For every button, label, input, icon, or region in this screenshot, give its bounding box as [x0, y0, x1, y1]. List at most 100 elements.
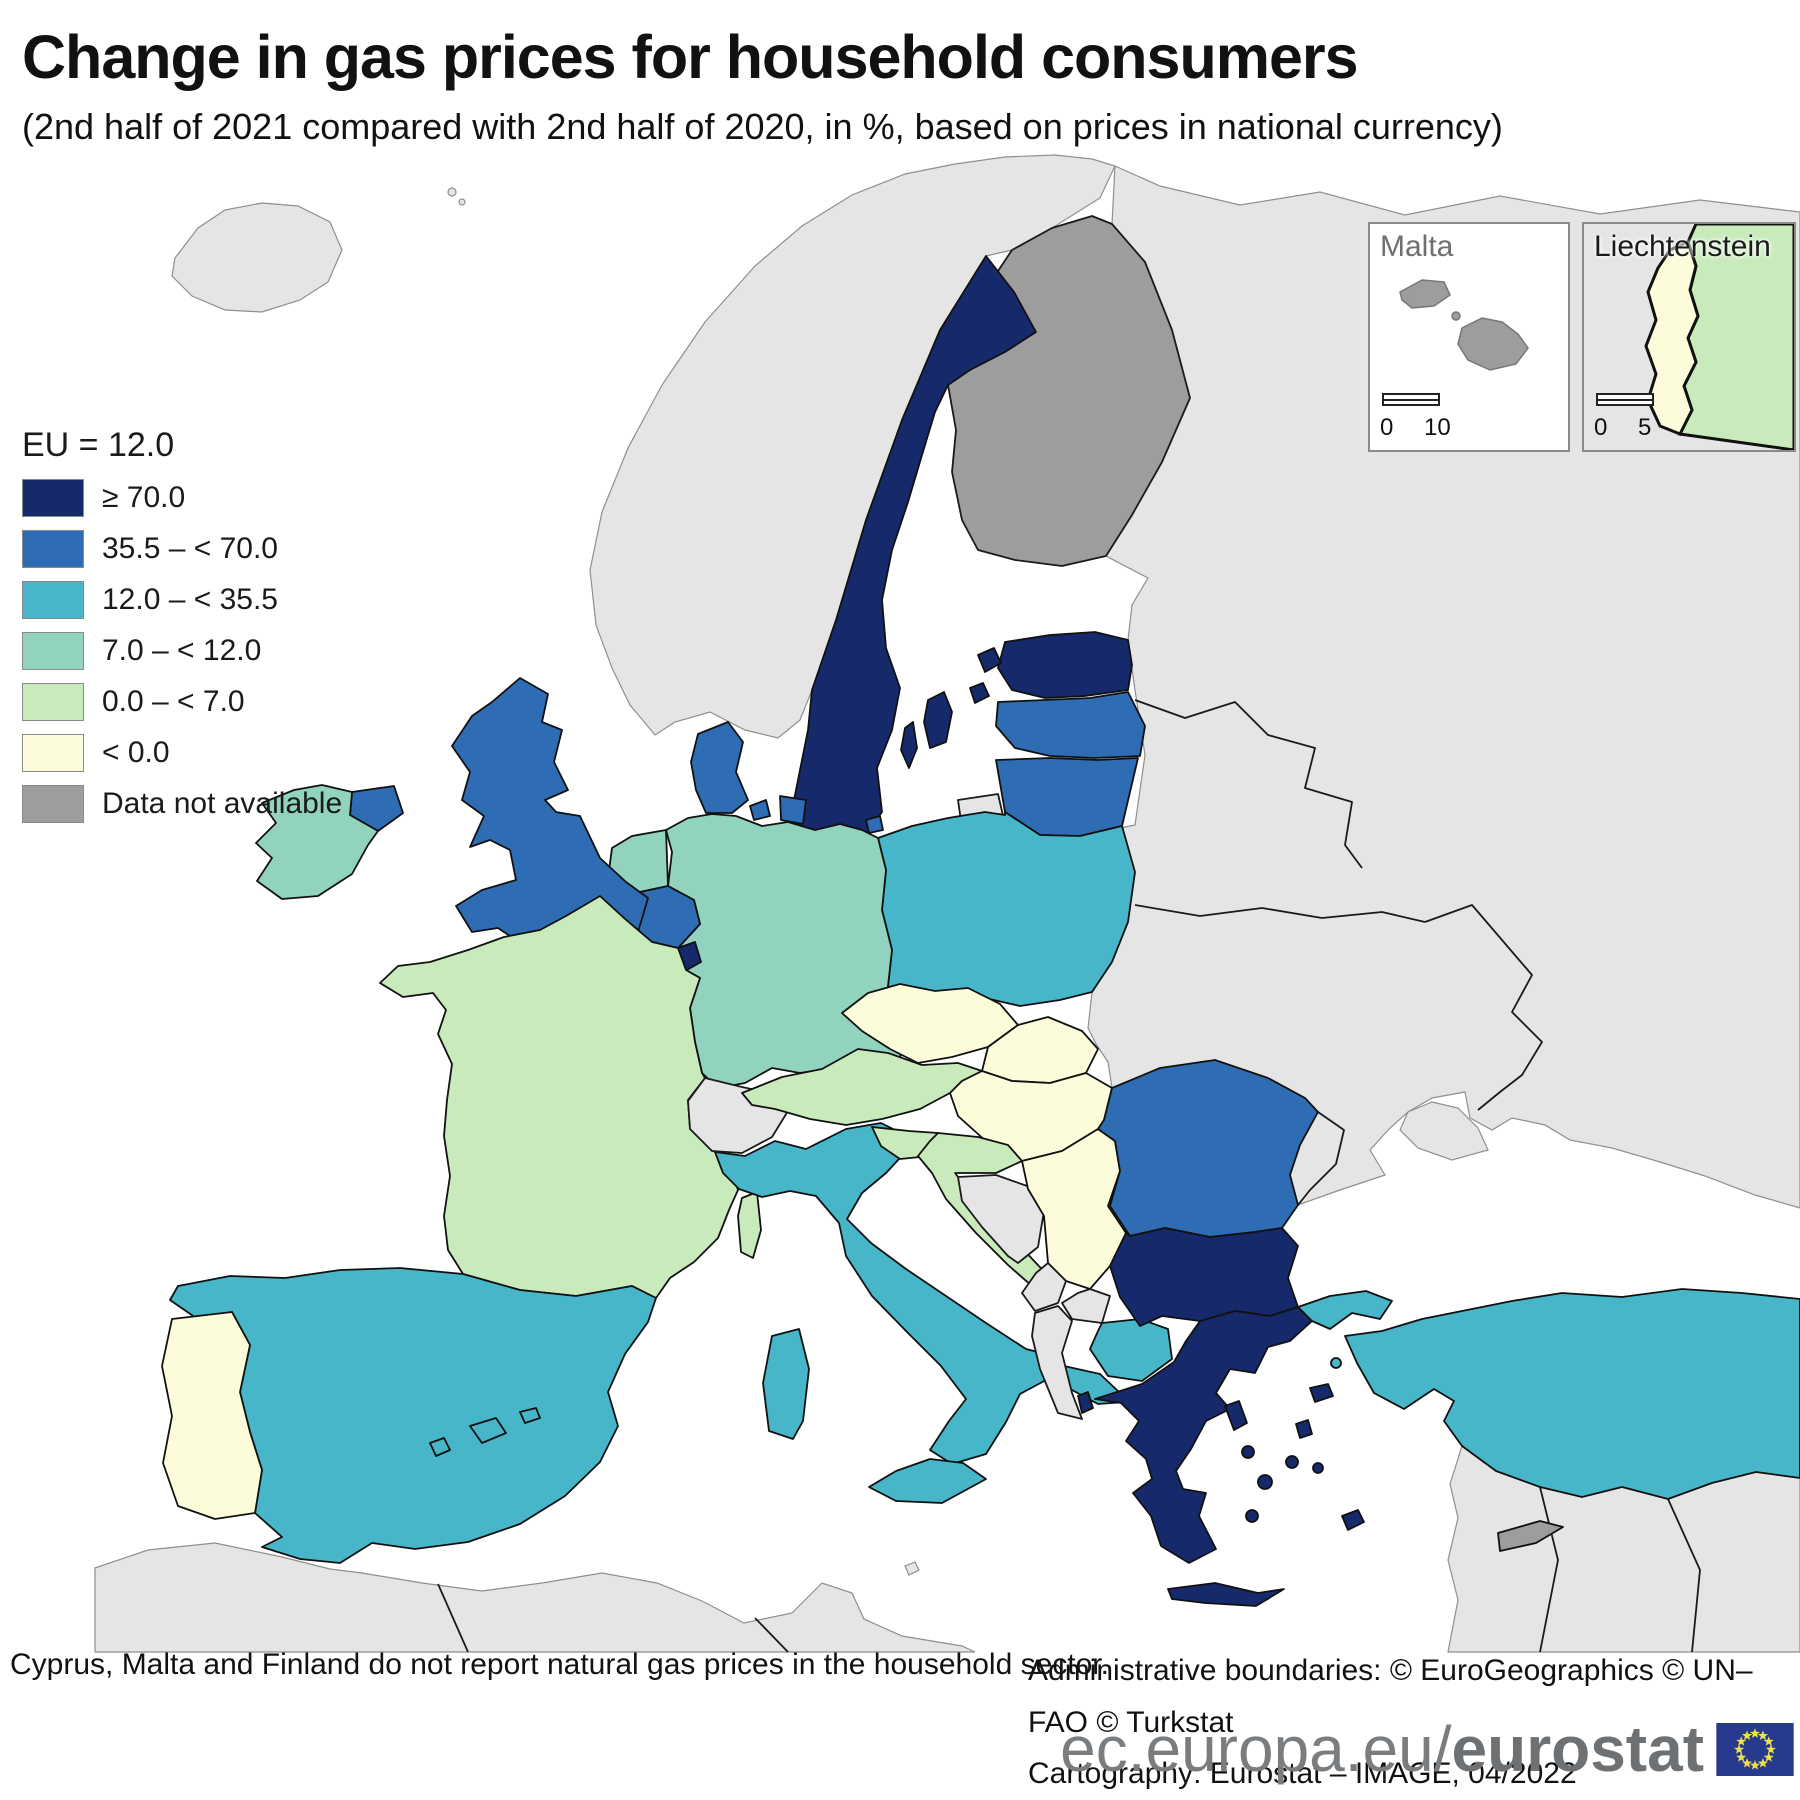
- inset-liechtenstein-shape: [1644, 239, 1700, 436]
- country-bulgaria: [1109, 1227, 1299, 1327]
- country-poland: [877, 811, 1136, 1009]
- inset-malta-map: [1399, 279, 1529, 371]
- country-ireland: [255, 784, 379, 900]
- greek-island: [1241, 1445, 1255, 1459]
- footnote-right: Administrative boundaries: © EuroGeograp…: [1028, 1645, 1800, 1800]
- country-sweden: [791, 255, 1037, 859]
- cartography-credit: Cartography: Eurostat – IMAGE, 04/2022: [1028, 1757, 1577, 1791]
- gozo-island: [1399, 279, 1451, 309]
- country-turkey: [1344, 1288, 1800, 1500]
- legend-row: 0.0 – < 7.0: [22, 683, 342, 721]
- branding: ec.europa.eu/eurostat: [1060, 1712, 1794, 1786]
- greek-island: [1224, 1400, 1248, 1431]
- page-title: Change in gas prices for household consu…: [22, 23, 1359, 91]
- estonia-island: [977, 647, 1002, 673]
- turkish-island: [1330, 1357, 1342, 1369]
- eu-flag-star: [1757, 1729, 1769, 1740]
- legend-swatch: [22, 785, 84, 823]
- sardinia-island: [762, 1328, 810, 1440]
- country-portugal: [161, 1311, 263, 1520]
- eu-flag-star: [1734, 1743, 1745, 1754]
- region-north-africa: [94, 1542, 976, 1653]
- greek-island: [1077, 1391, 1094, 1414]
- border-africa-2: [754, 1617, 789, 1653]
- legend-row: 12.0 – < 35.5: [22, 581, 342, 619]
- eu-flag-star: [1749, 1759, 1761, 1770]
- eu-flag-star: [1763, 1735, 1774, 1746]
- sicily-island: [868, 1458, 987, 1504]
- faroe-islands: [458, 198, 466, 206]
- ibiza-island: [429, 1437, 451, 1457]
- eu-flag-star: [1736, 1751, 1747, 1762]
- country-estonia: [997, 631, 1133, 699]
- legend-swatch: [22, 734, 84, 772]
- border-moldova: [1297, 1111, 1345, 1206]
- faroe-islands: [447, 187, 457, 197]
- greek-island: [1312, 1462, 1324, 1474]
- greek-island: [1245, 1509, 1259, 1523]
- bornholm-island: [865, 815, 884, 834]
- greek-island: [1257, 1474, 1273, 1490]
- corsica-island: [737, 1191, 762, 1259]
- eu-flag-star: [1749, 1727, 1761, 1738]
- malta-dot: [904, 1561, 920, 1576]
- country-greece: [1094, 1306, 1313, 1564]
- legend-label: 35.5 – < 70.0: [102, 532, 278, 565]
- legend-label: 7.0 – < 12.0: [102, 634, 262, 667]
- country-romania: [1097, 1059, 1319, 1238]
- comino-island: [1451, 311, 1461, 321]
- legend-swatch: [22, 530, 84, 568]
- zealand-island: [779, 795, 807, 825]
- eu-flag-stars: [1734, 1727, 1776, 1770]
- legend-swatch: [22, 581, 84, 619]
- legend: EU = 12.0 ≥ 70.0 35.5 – < 70.0 12.0 – < …: [22, 426, 342, 836]
- country-bosnia: [957, 1174, 1045, 1264]
- eu-flag-star: [1757, 1757, 1769, 1768]
- legend-label: 0.0 – < 7.0: [102, 685, 245, 718]
- eurostat-url: ec.europa.eu/eurostat: [1060, 1713, 1704, 1785]
- eu-flag-star: [1736, 1735, 1747, 1746]
- rhodes-island: [1341, 1509, 1365, 1531]
- country-denmark: [690, 721, 749, 814]
- legend-row: Data not available: [22, 785, 342, 823]
- country-norway: [589, 154, 1116, 739]
- inset-liechtenstein-title: Liechtenstein: [1594, 230, 1771, 263]
- legend-row: < 0.0: [22, 734, 342, 772]
- border-mideast-2: [1667, 1498, 1701, 1653]
- country-iceland: [171, 202, 343, 313]
- chios-island: [1295, 1419, 1313, 1439]
- menorca-island: [519, 1407, 541, 1424]
- inset-malta: Malta 0 10: [1368, 222, 1570, 452]
- country-latvia: [995, 691, 1146, 759]
- legend-row: 7.0 – < 12.0: [22, 632, 342, 670]
- border-mideast-1: [1539, 1486, 1559, 1653]
- country-cyprus: [1497, 1520, 1564, 1552]
- eu-flag-star: [1765, 1743, 1776, 1754]
- header: Change in gas prices for household consu…: [22, 22, 1772, 148]
- border-belarus-russia: [1134, 699, 1363, 869]
- footnote-left: Cyprus, Malta and Finland do not report …: [10, 1648, 1109, 1681]
- inset-liechtenstein-scalebar: [1596, 393, 1654, 406]
- country-montenegro: [1021, 1262, 1067, 1312]
- mallorca-island: [469, 1417, 507, 1444]
- border-africa-1: [437, 1583, 469, 1653]
- eu-flag-star: [1741, 1729, 1753, 1740]
- legend-swatch: [22, 683, 84, 721]
- greek-island: [1285, 1455, 1299, 1469]
- border-belarus-ukraine: [1134, 904, 1426, 923]
- country-germany: [665, 813, 913, 1089]
- country-albania: [1031, 1305, 1083, 1420]
- page-subtitle: (2nd half of 2021 compared with 2nd half…: [22, 106, 1503, 147]
- eu-flag-icon: [1716, 1722, 1794, 1776]
- malta-island: [1457, 317, 1529, 371]
- legend-row: 35.5 – < 70.0: [22, 530, 342, 568]
- inset-liechtenstein-map: [1584, 224, 1794, 450]
- inset-malta-title: Malta: [1380, 230, 1454, 263]
- country-kosovo: [1061, 1288, 1111, 1324]
- legend-label: ≥ 70.0: [102, 481, 186, 514]
- lesbos-island: [1309, 1383, 1334, 1403]
- turkish-thrace: [1297, 1290, 1393, 1330]
